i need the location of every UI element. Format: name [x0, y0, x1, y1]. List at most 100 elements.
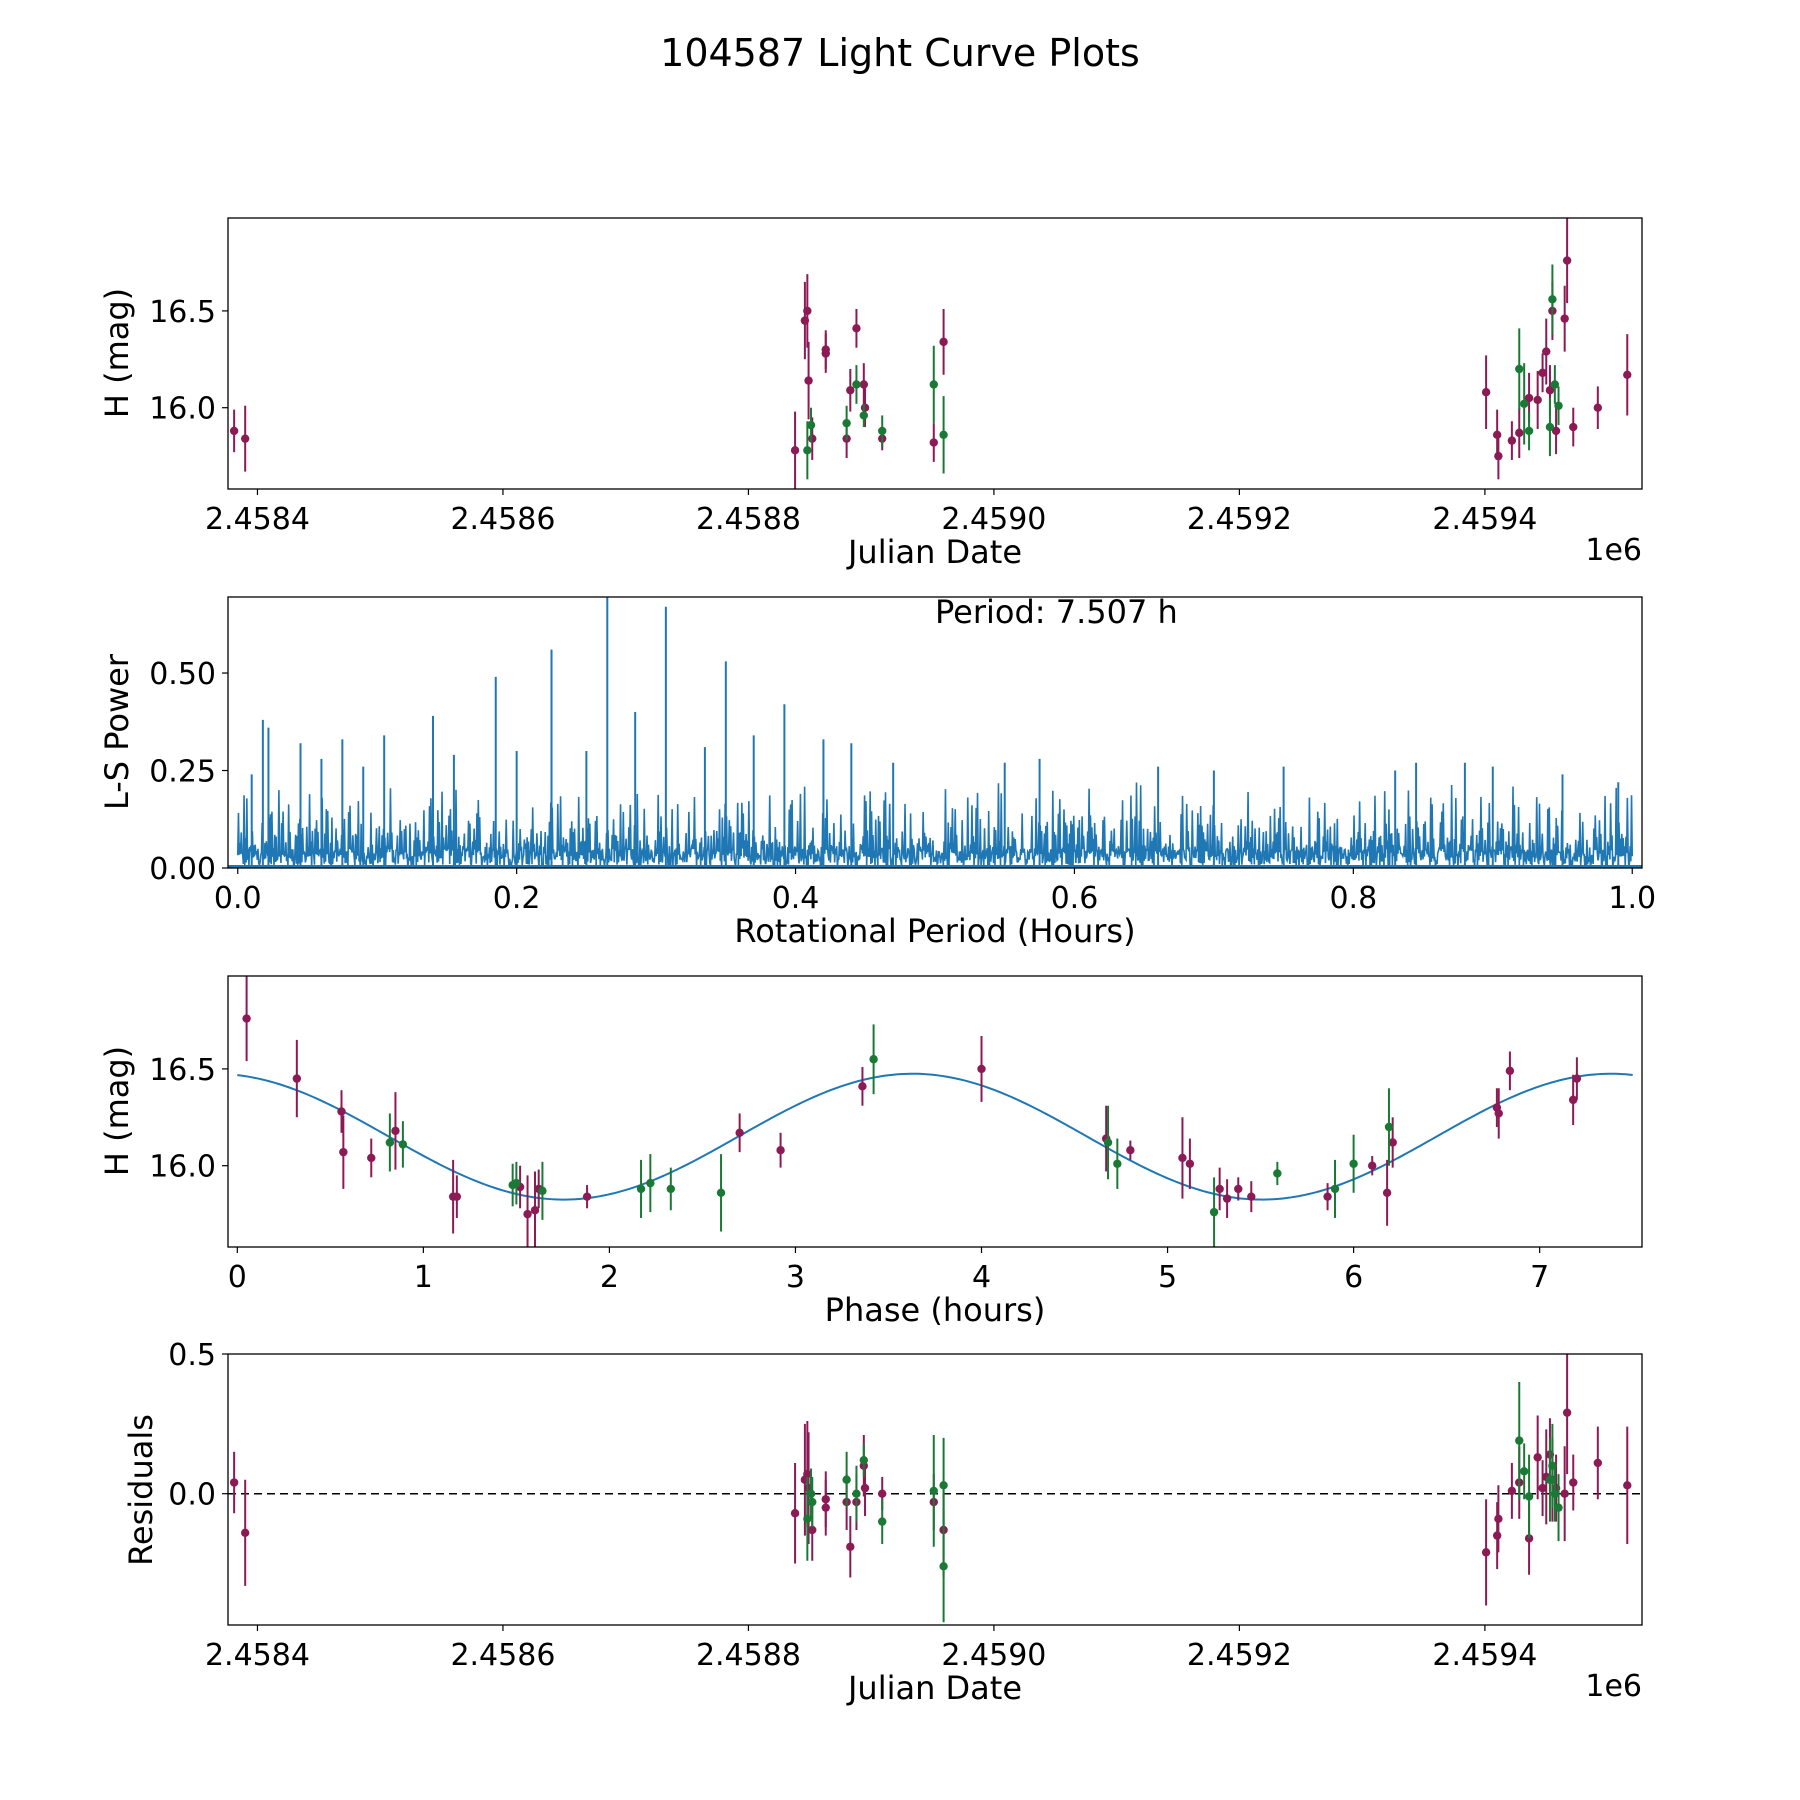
- phasefold-point-green: [538, 1186, 547, 1196]
- residuals-point-magenta: [1507, 1486, 1517, 1496]
- residuals-point-magenta: [1538, 1483, 1547, 1493]
- periodogram-plot-area: [228, 597, 1642, 868]
- residuals-point-green: [842, 1475, 851, 1484]
- lightcurve-point-green: [806, 420, 816, 430]
- residuals-point-green: [878, 1517, 887, 1526]
- phasefold-xtick-label: 5: [1158, 1260, 1177, 1295]
- residuals-xtick-label: 2.4594: [1432, 1638, 1537, 1673]
- lightcurve-xtick-label: 2.4592: [1187, 502, 1292, 537]
- periodogram-floor: [228, 865, 1642, 868]
- residuals-point-green: [929, 1486, 938, 1496]
- lightcurve-xtick-label: 2.4594: [1432, 502, 1537, 537]
- lightcurve-xtick-label: 2.4588: [696, 502, 801, 537]
- phasefold-point-magenta: [1505, 1066, 1515, 1076]
- phasefold-point-magenta: [1222, 1194, 1232, 1203]
- phasefold-point-green: [636, 1184, 646, 1194]
- lightcurve-point-green: [842, 418, 851, 428]
- lightcurve-point-magenta: [860, 403, 870, 412]
- lightcurve-point-green: [1548, 295, 1557, 304]
- residuals-point-magenta: [808, 1525, 817, 1535]
- residuals-panel: Julian Date Residuals 1e6 2.4584 2.4586 2.…: [122, 1338, 1643, 1707]
- lightcurve-point-green: [803, 446, 812, 455]
- phasefold-axes-frame: [227, 975, 1643, 1248]
- residuals-point-green: [808, 1497, 817, 1507]
- residuals-point-green: [939, 1481, 948, 1490]
- phasefold-point-magenta: [337, 1107, 346, 1116]
- residuals-axes-frame: [227, 1353, 1643, 1626]
- residuals-point-magenta: [1623, 1481, 1632, 1490]
- phasefold-point-green: [1330, 1184, 1340, 1194]
- phasefold-point-green: [512, 1178, 521, 1188]
- residuals-ytick-label: 0.5: [168, 1338, 216, 1373]
- lightcurve-offset-text: 1e6: [1585, 533, 1642, 568]
- phasefold-xtick-label: 4: [972, 1260, 991, 1295]
- residuals-point-green: [803, 1514, 812, 1524]
- lightcurve-point-magenta: [1492, 430, 1502, 439]
- phasefold-point-green: [1209, 1207, 1219, 1217]
- phasefold-point-magenta: [776, 1146, 785, 1155]
- lightcurve-point-magenta: [821, 345, 830, 354]
- periodogram-ylabel: L-S Power: [98, 653, 136, 810]
- residuals-point-green: [1548, 1461, 1557, 1470]
- lightcurve-ylabel: H (mag): [98, 288, 136, 418]
- phasefold-xtick-label: 2: [600, 1260, 619, 1295]
- periodogram-line: [236, 782, 1634, 868]
- phasefold-point-green: [1349, 1159, 1358, 1168]
- phasefold-plot-area: [237, 976, 1633, 1247]
- lightcurve-point-magenta: [1623, 370, 1632, 379]
- residuals-point-green: [852, 1489, 861, 1498]
- lightcurve-panel: Julian Date H (mag) 1e6 2.4584 2.4586 2.45…: [98, 217, 1643, 571]
- lightcurve-point-magenta: [1507, 436, 1517, 445]
- lightcurve-point-magenta: [229, 426, 239, 436]
- phasefold-point-green: [869, 1055, 878, 1064]
- phasefold-xtick-label: 6: [1344, 1260, 1363, 1295]
- residuals-point-magenta: [1569, 1478, 1578, 1487]
- phasefold-xtick-label: 7: [1530, 1260, 1549, 1295]
- residuals-xtick-label: 2.4588: [696, 1638, 801, 1673]
- residuals-point-magenta: [229, 1478, 239, 1487]
- residuals-ylabel: Residuals: [122, 1414, 160, 1566]
- lightcurve-point-magenta: [852, 324, 861, 333]
- lightcurve-point-magenta: [808, 434, 817, 443]
- residuals-offset-text: 1e6: [1585, 1669, 1642, 1704]
- phasefold-point-magenta: [242, 1014, 251, 1023]
- phasefold-point-magenta: [735, 1128, 744, 1137]
- residuals-point-magenta: [1481, 1548, 1491, 1557]
- lightcurve-point-green: [859, 411, 869, 420]
- phasefold-ytick-label: 16.5: [149, 1053, 216, 1088]
- residuals-point-green: [1554, 1503, 1563, 1512]
- lightcurve-point-magenta: [1524, 393, 1534, 403]
- phasefold-point-magenta: [1234, 1184, 1243, 1194]
- periodogram-xtick-label: 0.8: [1329, 881, 1377, 916]
- lightcurve-point-green: [1515, 364, 1524, 374]
- phasefold-point-green: [1103, 1138, 1113, 1147]
- lightcurve-point-magenta: [1551, 426, 1561, 436]
- lightcurve-point-magenta: [1562, 256, 1572, 265]
- lightcurve-axes-frame: [227, 217, 1643, 490]
- phasefold-point-magenta: [452, 1192, 462, 1201]
- phasefold-point-magenta: [1572, 1074, 1582, 1083]
- periodogram-ytick-label: 0.50: [149, 657, 216, 692]
- phasefold-xtick-label: 1: [414, 1260, 433, 1295]
- periodogram-xlabel: Rotational Period (Hours): [734, 912, 1135, 950]
- residuals-point-green: [1519, 1467, 1529, 1476]
- phasefold-point-magenta: [1368, 1161, 1377, 1170]
- phasefold-xlabel: Phase (hours): [825, 1291, 1046, 1329]
- lightcurve-point-magenta: [846, 386, 855, 395]
- periodogram-ytick-label: 0.25: [149, 755, 216, 790]
- phasefold-point-green: [398, 1140, 408, 1149]
- phasefold-point-magenta: [1388, 1138, 1397, 1147]
- lightcurve-point-magenta: [859, 380, 869, 389]
- lightcurve-xtick-label: 2.4590: [941, 502, 1046, 537]
- residuals-point-green: [1524, 1492, 1534, 1501]
- phasefold-point-magenta: [1126, 1146, 1135, 1155]
- phasefold-point-green: [1273, 1169, 1282, 1178]
- phasefold-point-magenta: [858, 1082, 867, 1091]
- residuals-point-green: [939, 1562, 948, 1571]
- periodogram-xtick-label: 0.0: [214, 881, 262, 916]
- phasefold-point-magenta: [1323, 1192, 1332, 1201]
- lightcurve-point-magenta: [1533, 395, 1542, 405]
- phasefold-point-magenta: [1215, 1184, 1224, 1194]
- residuals-point-magenta: [846, 1542, 855, 1551]
